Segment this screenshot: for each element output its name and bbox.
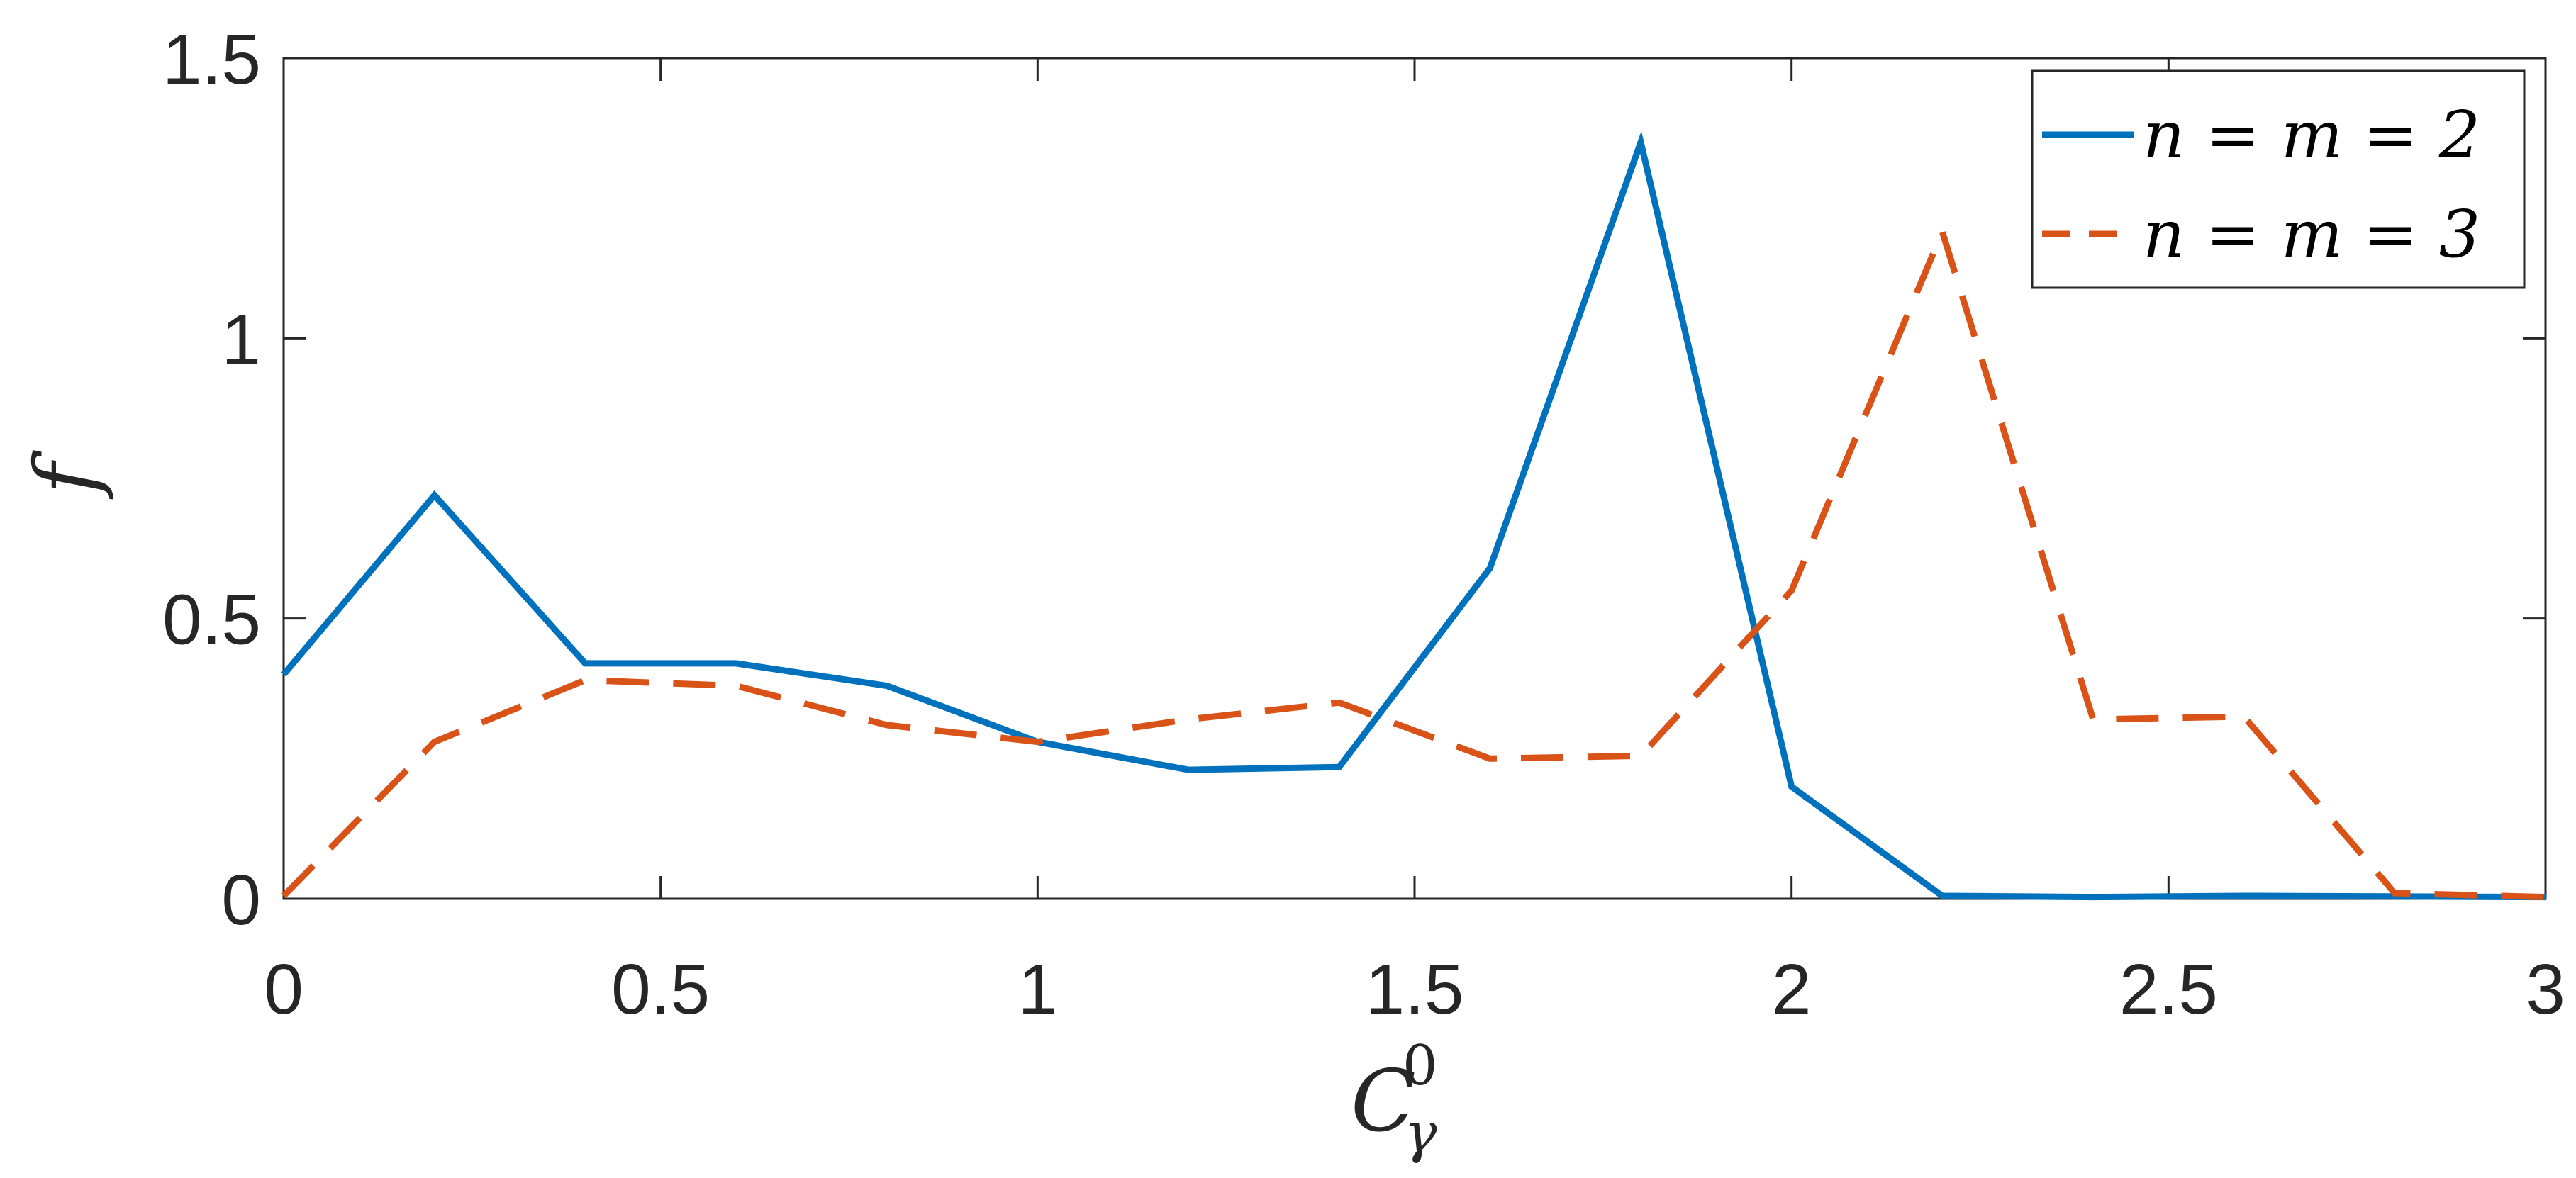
legend: n = m = 2 n = m = 3 <box>2031 69 2526 289</box>
x-tick-label: 1 <box>1018 950 1058 1029</box>
x-axis-label-sup: 0 <box>1403 1034 1438 1098</box>
x-axis-label: C <box>1351 1053 1416 1151</box>
series-lines <box>281 130 2546 901</box>
legend-label-series-2: n = m = 3 <box>2143 196 2480 272</box>
y-axis-label: f <box>18 449 116 500</box>
x-tick-label: 3 <box>2526 950 2565 1029</box>
y-tick-label: 0 <box>221 860 261 940</box>
x-axis-label-sub: γ <box>1404 1101 1437 1165</box>
y-tick-labels: 0 0.5 1 1.5 <box>162 20 261 940</box>
x-tick-label: 2.5 <box>2119 950 2218 1029</box>
x-tick-label: 0 <box>264 950 303 1029</box>
x-tick-label: 0.5 <box>611 950 710 1029</box>
x-tick-label: 1.5 <box>1365 950 1463 1029</box>
series-line-1 <box>281 130 2546 901</box>
series-line-2 <box>281 222 2546 901</box>
x-tick-label: 2 <box>1772 950 1812 1029</box>
x-axis-label-base: C <box>1351 1053 1416 1151</box>
x-tick-labels: 0 0.5 1 1.5 2 2.5 3 <box>264 950 2565 1029</box>
y-tick-label: 1 <box>221 300 261 379</box>
y-tick-label: 1.5 <box>162 20 261 99</box>
axis-ticks <box>282 57 2547 900</box>
legend-box <box>2031 69 2526 289</box>
y-tick-label: 0.5 <box>162 580 261 660</box>
legend-label-series-1: n = m = 2 <box>2143 97 2480 173</box>
